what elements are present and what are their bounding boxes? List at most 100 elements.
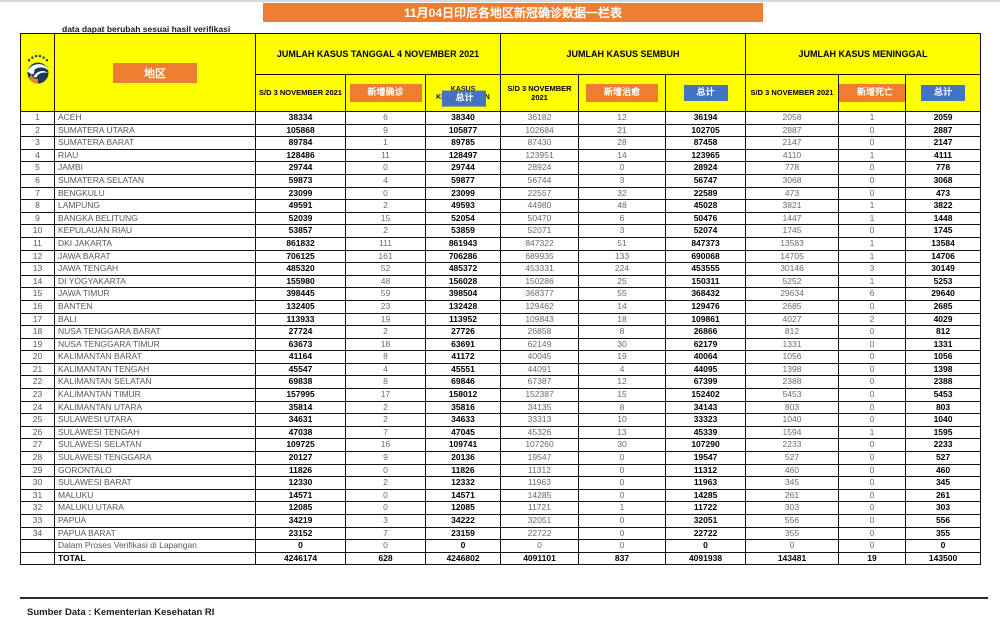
table-row: 6 SUMATERA SELATAN 59873 4 59877 56744 3 56747 3… bbox=[20, 173, 982, 188]
value-cell: 128497 bbox=[425, 148, 501, 163]
value-cell: 21 bbox=[578, 123, 666, 138]
table-row: 28 SULAWESI TENGGARA 20127 9 20136 19547 0 1954… bbox=[20, 451, 982, 465]
value-cell: 15 bbox=[578, 388, 666, 402]
value-cell: 19 bbox=[345, 312, 426, 327]
value-cell: 12332 bbox=[425, 476, 501, 490]
value-cell: 1745 bbox=[905, 224, 982, 238]
region-name: PAPUA BARAT bbox=[54, 526, 256, 541]
region-name: DI YOGYAKARTA bbox=[54, 274, 256, 289]
value-cell: 102705 bbox=[664, 123, 747, 138]
covid-table: 地区 JUMLAH KASUS TANGGAL 4 NOVEMBER 2021 … bbox=[20, 33, 982, 566]
value-cell: 59 bbox=[345, 287, 426, 301]
row-number: 1 bbox=[20, 111, 55, 125]
new-recovered-badge: 新增治愈 bbox=[586, 84, 658, 102]
value-cell: 0 bbox=[664, 539, 747, 553]
value-cell: 62149 bbox=[500, 337, 579, 352]
value-cell: 3822 bbox=[905, 199, 982, 213]
value-cell: 22589 bbox=[664, 186, 747, 201]
value-cell: 59877 bbox=[425, 173, 501, 188]
value-cell: 1 bbox=[838, 199, 907, 213]
value-cell: 0 bbox=[838, 488, 907, 503]
table-row: 34 PAPUA BARAT 23152 7 23159 22722 0 22722 355 0 3… bbox=[20, 526, 982, 541]
value-cell: 3 bbox=[345, 514, 426, 528]
value-cell: 3821 bbox=[745, 199, 840, 213]
value-cell: 32 bbox=[578, 186, 666, 201]
value-cell: 19547 bbox=[664, 451, 747, 465]
covid-table-container: 地区 JUMLAH KASUS TANGGAL 4 NOVEMBER 2021 … bbox=[20, 33, 982, 566]
value-cell: 1 bbox=[578, 501, 666, 515]
value-cell: 2059 bbox=[905, 111, 982, 125]
region-name: NUSA TENGGARA TIMUR bbox=[54, 337, 256, 352]
value-cell: 52071 bbox=[500, 224, 579, 238]
value-cell: 0 bbox=[838, 362, 907, 377]
table-row: 17 BALI 113933 19 113952 109843 18 109861 4027 2 4… bbox=[20, 312, 982, 327]
value-cell: 63691 bbox=[425, 337, 501, 352]
table-row: 9 BANGKA BELITUNG 52039 15 52054 50470 6 50476 1… bbox=[20, 211, 982, 226]
covid-table-body: 1 ACEH 38334 6 38340 36182 12 36194 2058 1 2059 2 SU… bbox=[20, 111, 982, 566]
value-cell: 0 bbox=[578, 451, 666, 465]
region-name: SULAWESI TENGGARA bbox=[54, 451, 256, 465]
value-cell: 29640 bbox=[905, 287, 982, 301]
value-cell: 4091101 bbox=[500, 551, 579, 566]
value-cell: 89785 bbox=[425, 136, 501, 150]
value-cell: 34143 bbox=[664, 400, 747, 415]
value-cell: 485372 bbox=[425, 262, 501, 276]
value-cell: 87458 bbox=[664, 136, 747, 150]
table-row: 20 KALIMANTAN BARAT 41164 8 41172 40045 19 4006… bbox=[20, 350, 982, 364]
table-row: 4 RIAU 128486 11 128497 123951 14 123965 4110 1 41… bbox=[20, 148, 982, 163]
value-cell: 3 bbox=[578, 224, 666, 238]
value-cell: 0 bbox=[838, 463, 907, 478]
value-cell: 0 bbox=[838, 299, 907, 314]
value-cell: 19 bbox=[838, 551, 907, 566]
value-cell: 41172 bbox=[425, 350, 501, 364]
value-cell: 0 bbox=[345, 488, 426, 503]
value-cell: 129476 bbox=[664, 299, 747, 314]
value-cell: 28924 bbox=[664, 161, 747, 175]
value-cell: 0 bbox=[345, 161, 426, 175]
value-cell: 0 bbox=[838, 337, 907, 352]
value-cell: 4110 bbox=[745, 148, 840, 163]
value-cell: 6 bbox=[345, 111, 426, 125]
logo-cell bbox=[20, 33, 55, 112]
value-cell: 5453 bbox=[905, 388, 982, 402]
value-cell: 105877 bbox=[425, 123, 501, 138]
region-name: SULAWESI UTARA bbox=[54, 413, 256, 427]
region-name: MALUKU bbox=[54, 488, 256, 503]
value-cell: 1040 bbox=[905, 413, 982, 427]
value-cell: 2 bbox=[838, 312, 907, 327]
value-cell: 35816 bbox=[425, 400, 501, 415]
row-number: 3 bbox=[20, 136, 55, 150]
deaths-new-header: 新增死亡 bbox=[838, 74, 907, 112]
value-cell: 129462 bbox=[500, 299, 579, 314]
row-number: 14 bbox=[20, 274, 55, 289]
value-cell: 3 bbox=[838, 262, 907, 276]
value-cell: 812 bbox=[905, 325, 982, 339]
value-cell: 55 bbox=[578, 287, 666, 301]
row-number: 33 bbox=[20, 514, 55, 528]
value-cell: 0 bbox=[345, 186, 426, 201]
value-cell: 355 bbox=[905, 526, 982, 541]
recovered-new-header: 新增治愈 bbox=[578, 74, 666, 112]
table-row: 18 NUSA TENGGARA BARAT 27724 2 27726 26858 8 26… bbox=[20, 325, 982, 339]
value-cell: 47045 bbox=[425, 425, 501, 440]
table-row: 13 JAWA TENGAH 485320 52 485372 453331 224 4535… bbox=[20, 262, 982, 276]
row-number: 17 bbox=[20, 312, 55, 327]
row-number: 27 bbox=[20, 438, 55, 453]
value-cell: 44091 bbox=[500, 362, 579, 377]
value-cell: 109861 bbox=[664, 312, 747, 327]
verify-row: Dalam Proses Verifikasi di Lapangan 0 0 0 0 0… bbox=[20, 539, 982, 553]
value-cell: 52054 bbox=[425, 211, 501, 226]
value-cell: 5252 bbox=[745, 274, 840, 289]
value-cell: 44095 bbox=[664, 362, 747, 377]
value-cell: 143500 bbox=[905, 551, 982, 566]
value-cell: 53857 bbox=[255, 224, 346, 238]
value-cell: 29634 bbox=[745, 287, 840, 301]
value-cell: 12 bbox=[578, 111, 666, 125]
value-cell: 123951 bbox=[500, 148, 579, 163]
region-name: SULAWESI BARAT bbox=[54, 476, 256, 490]
region-name: BALI bbox=[54, 312, 256, 327]
value-cell: 109843 bbox=[500, 312, 579, 327]
row-number: 2 bbox=[20, 123, 55, 138]
value-cell: 8 bbox=[345, 375, 426, 390]
region-name: KALIMANTAN BARAT bbox=[54, 350, 256, 364]
